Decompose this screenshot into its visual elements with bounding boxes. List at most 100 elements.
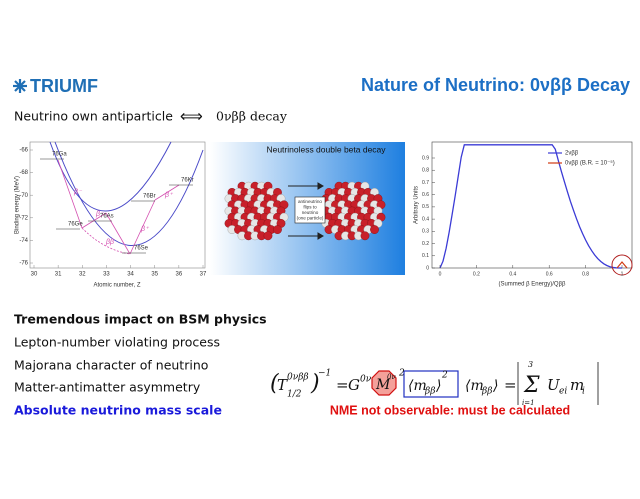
formula-part: T	[277, 376, 288, 394]
nuclide-label: 76Br	[143, 194, 156, 200]
y-tick-label: 0.4	[422, 216, 429, 222]
y-tick-label: -76	[19, 261, 28, 267]
nucleon	[370, 225, 379, 235]
y-tick-label: 0.5	[422, 204, 429, 210]
bullet: Matter-antimatter asymmetry	[14, 380, 201, 395]
formula-part: 2	[398, 369, 405, 379]
y-tick-label: 0.3	[422, 229, 429, 235]
shape	[105, 212, 131, 255]
formula-part: ⟨m	[465, 378, 484, 394]
formula-part: ββ	[481, 387, 492, 397]
logo-mark	[13, 79, 27, 93]
x-tick-label: 37	[200, 272, 207, 278]
y-tick-label: 0	[426, 265, 429, 271]
spectrum-frame	[431, 141, 633, 269]
subtitle-left: Neutrino own antiparticle	[14, 109, 173, 124]
nuclide-label: 76Se	[134, 246, 149, 252]
spectrum-xlabel: (Summed β Energy)/Qββ	[498, 282, 566, 288]
even-even-curve	[54, 141, 204, 246]
shape	[154, 184, 180, 201]
bullet: Lepton-number violating process	[14, 335, 220, 350]
formula-part: =	[504, 376, 517, 394]
shape	[57, 159, 83, 229]
y-tick-label: 0.9	[422, 155, 429, 161]
peak-curve	[616, 261, 628, 269]
formula-part: i	[582, 387, 585, 397]
formula-part: 1/2	[287, 390, 302, 400]
nuclide-label: 76Ge	[68, 222, 83, 228]
y-tick-label: 0.1	[422, 253, 429, 259]
odd-odd-curve	[49, 141, 172, 212]
x-tick-label: 0.2	[473, 271, 480, 277]
decay-arrows	[57, 159, 180, 255]
image-title: Neutrinoless double beta decay	[266, 144, 386, 154]
formula-part: 0νββ	[287, 373, 309, 383]
y-tick-label: 0.8	[422, 168, 429, 174]
formula-part: U	[547, 376, 561, 394]
y-tick-label: 0.7	[422, 180, 429, 186]
y-tick-label: -70	[19, 193, 28, 199]
mass-box	[403, 370, 459, 398]
subtitle-arrow: ⟺	[180, 107, 203, 126]
x-tick-label: 0	[439, 271, 442, 277]
decay-label: β⁺	[140, 226, 150, 233]
x-tick-label: 0.8	[582, 271, 589, 277]
formula-part: 0ν	[387, 373, 396, 381]
y-tick-label: 0.2	[422, 241, 429, 247]
y-tick-label: -68	[19, 170, 28, 176]
formula-part: G	[348, 376, 360, 394]
formula-part: )	[310, 371, 320, 396]
x-tick-label: 36	[176, 272, 183, 278]
nucleon	[360, 231, 370, 241]
bullet: Majorana character of neutrino	[14, 358, 208, 373]
logo: TRIUMF	[30, 76, 98, 96]
caption-line: antineutrino	[298, 199, 322, 204]
formula-part: 2	[441, 371, 448, 381]
shape	[129, 199, 156, 255]
formula-part: ⟩	[492, 378, 498, 394]
y-tick-label: -66	[19, 148, 28, 154]
y-tick-label: -72	[19, 215, 28, 221]
formula-part: i=1	[522, 399, 535, 407]
bullet-heading: Tremendous impact on BSM physics	[14, 312, 267, 327]
formula-part: (	[270, 371, 279, 396]
x-tick-label: 31	[55, 272, 62, 278]
formula-part: ⟨m	[408, 378, 427, 394]
spectrum-curve	[439, 144, 622, 269]
formula-part: M	[375, 377, 391, 393]
legend-label: 2νββ	[565, 151, 579, 157]
binding-ylabel: Binding energy (MeV)	[15, 176, 21, 234]
y-tick-label: 0.6	[422, 192, 429, 198]
decay-label: β⁺	[164, 192, 174, 199]
bullet-highlight: Absolute neutrino mass scale	[14, 403, 222, 418]
formula-part: ei	[559, 387, 567, 397]
nme-octagon	[371, 370, 397, 396]
note: NME not observable: must be calculated	[330, 403, 570, 417]
peak-highlight	[611, 254, 633, 276]
x-tick-label: 34	[127, 272, 134, 278]
binding-frame	[29, 141, 206, 269]
binding-xlabel: Atomic number, Z	[93, 283, 140, 289]
nucleon	[263, 231, 273, 241]
x-tick-label: 33	[103, 272, 110, 278]
formula-part: 3	[528, 360, 533, 369]
nuclide-label: 76As	[100, 214, 114, 220]
shape	[81, 227, 131, 255]
decay-label: ββ	[105, 239, 114, 246]
nucleon	[273, 225, 282, 235]
shape	[317, 182, 324, 190]
subtitle-right: 0νββ decay	[216, 109, 288, 124]
legend-label: 0νββ (B.R. = 10⁻⁵)	[565, 160, 615, 167]
formula-part: Σ	[523, 373, 540, 398]
nuclide-label: 76Kr	[181, 178, 194, 184]
x-tick-label: 32	[79, 272, 86, 278]
spectrum-ylabel: Arbitrary Units	[414, 186, 420, 224]
formula-part: ⟩	[435, 378, 441, 394]
shape	[14, 80, 26, 92]
formula-part: 0ν	[360, 375, 372, 385]
formula-part: m	[570, 376, 584, 394]
image-arrows	[288, 182, 324, 240]
y-tick-label: -74	[19, 238, 28, 244]
